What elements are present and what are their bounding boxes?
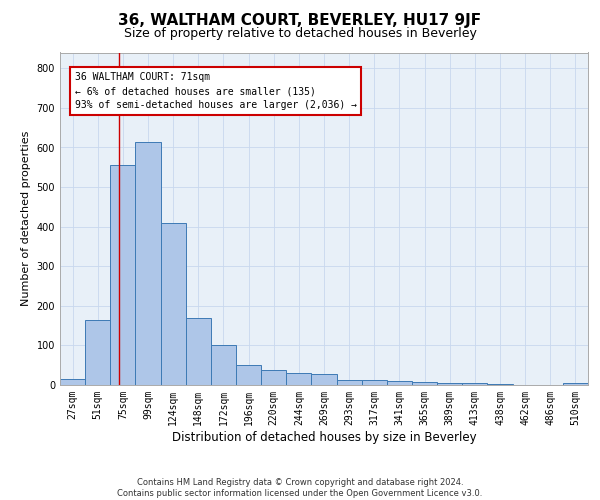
Bar: [236, 365, 261, 385]
Bar: [161, 222, 186, 385]
Bar: [211, 346, 236, 385]
Bar: [462, 384, 487, 385]
Bar: [387, 382, 412, 385]
Bar: [186, 318, 211, 385]
Text: 36, WALTHAM COURT, BEVERLEY, HU17 9JF: 36, WALTHAM COURT, BEVERLEY, HU17 9JF: [118, 12, 482, 28]
Bar: [362, 380, 387, 385]
Bar: [412, 382, 437, 385]
Bar: [437, 383, 462, 385]
Text: Size of property relative to detached houses in Beverley: Size of property relative to detached ho…: [124, 28, 476, 40]
Bar: [136, 142, 161, 385]
Bar: [286, 373, 311, 385]
X-axis label: Distribution of detached houses by size in Beverley: Distribution of detached houses by size …: [172, 430, 476, 444]
Bar: [487, 384, 512, 385]
Bar: [337, 380, 362, 385]
Bar: [261, 370, 286, 385]
Bar: [110, 166, 136, 385]
Y-axis label: Number of detached properties: Number of detached properties: [21, 131, 31, 306]
Bar: [60, 379, 85, 385]
Bar: [311, 374, 337, 385]
Text: 36 WALTHAM COURT: 71sqm
← 6% of detached houses are smaller (135)
93% of semi-de: 36 WALTHAM COURT: 71sqm ← 6% of detached…: [74, 72, 356, 110]
Bar: [85, 320, 110, 385]
Bar: [563, 383, 588, 385]
Text: Contains HM Land Registry data © Crown copyright and database right 2024.
Contai: Contains HM Land Registry data © Crown c…: [118, 478, 482, 498]
